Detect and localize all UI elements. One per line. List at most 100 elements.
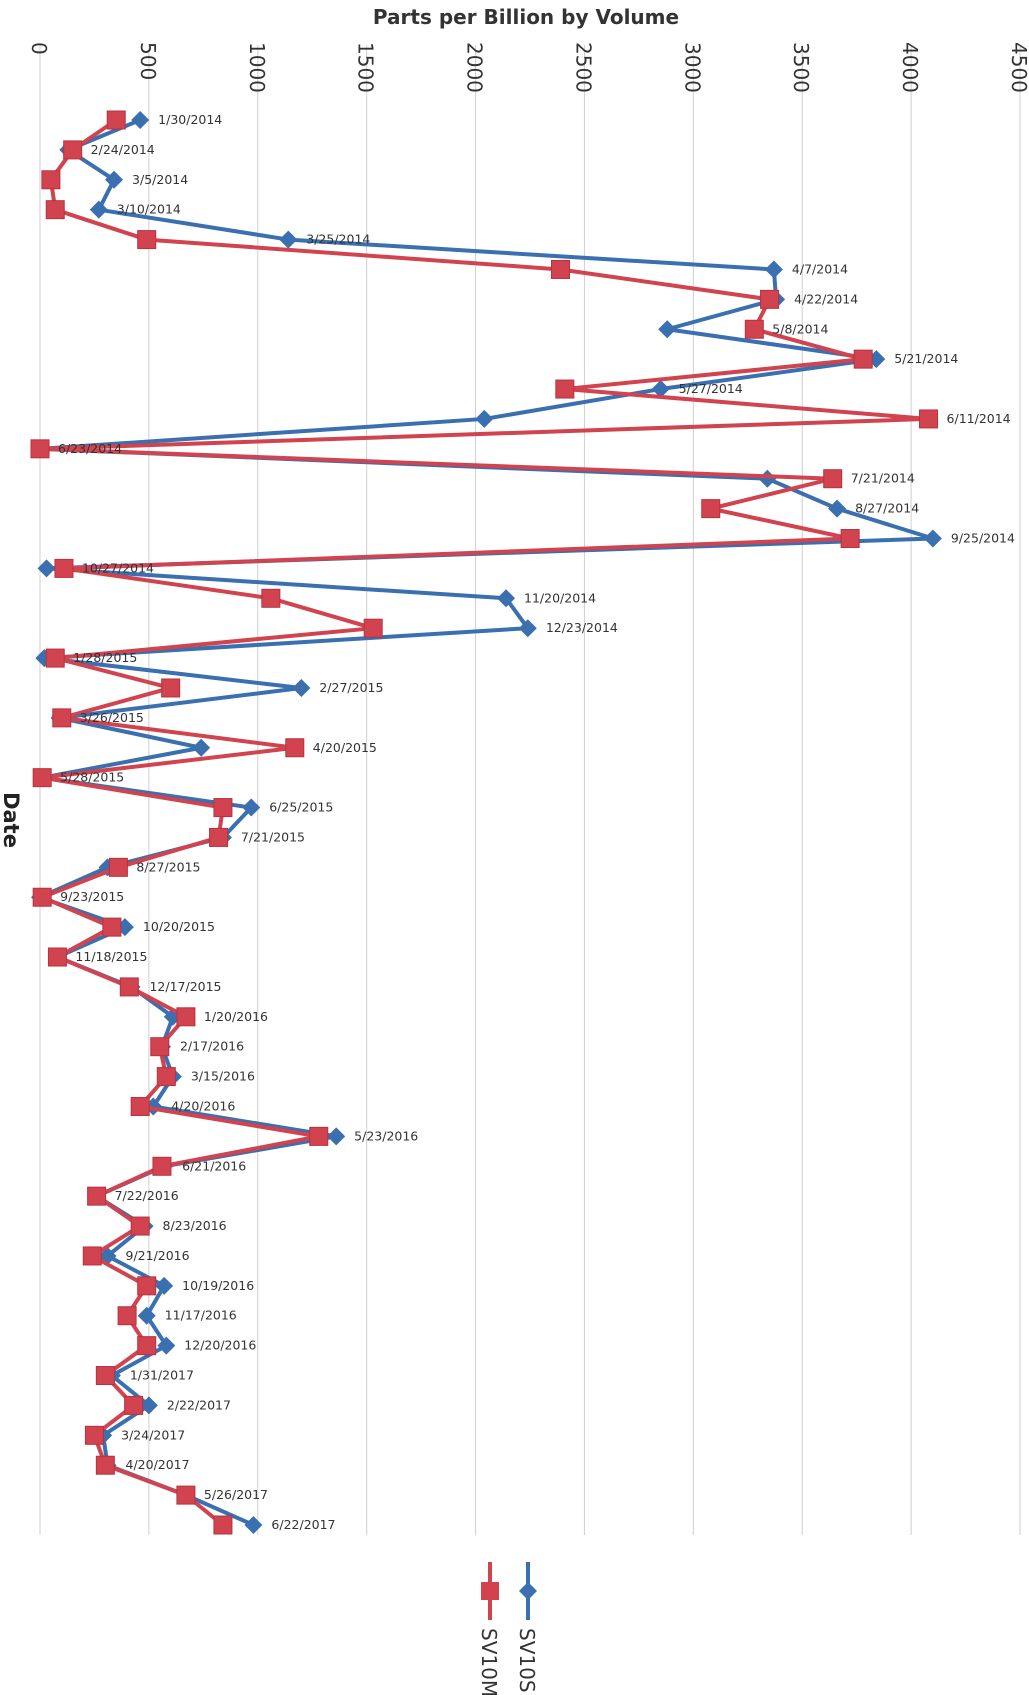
data-point — [137, 230, 157, 250]
date-label: 5/27/2014 — [679, 381, 743, 396]
data-point — [518, 619, 537, 638]
data-point — [89, 200, 108, 219]
date-label: 5/28/2015 — [60, 770, 124, 785]
data-point — [32, 768, 52, 788]
data-point — [244, 1516, 263, 1534]
date-label: 12/17/2015 — [149, 979, 221, 994]
data-point — [95, 1366, 115, 1386]
data-point — [130, 1096, 150, 1116]
data-point — [124, 1395, 144, 1415]
data-point — [32, 887, 52, 907]
date-label: 2/24/2014 — [91, 142, 155, 157]
date-label: 4/7/2014 — [792, 261, 848, 276]
x-tick-label: 2000 — [463, 42, 487, 93]
date-label: 11/17/2016 — [165, 1308, 237, 1323]
date-label: 9/25/2014 — [951, 531, 1015, 546]
data-point — [30, 439, 50, 459]
date-label: 2/27/2015 — [319, 680, 383, 695]
data-point — [52, 708, 72, 728]
legend: SV10S SV10M — [477, 1562, 539, 1695]
date-label: 8/23/2016 — [163, 1218, 227, 1233]
data-point — [119, 977, 139, 997]
date-label: 3/25/2014 — [306, 232, 370, 247]
data-point — [108, 857, 128, 877]
data-point — [45, 200, 65, 220]
data-point — [176, 1007, 196, 1027]
data-point — [701, 499, 721, 519]
date-label: 12/23/2014 — [546, 620, 618, 635]
data-point — [150, 1037, 170, 1057]
data-point — [41, 170, 61, 190]
date-label: 3/26/2015 — [80, 710, 144, 725]
date-label: 1/30/2014 — [158, 112, 222, 127]
date-label: 6/25/2015 — [269, 800, 333, 815]
date-label: 1/28/2015 — [73, 650, 137, 665]
data-point — [840, 529, 860, 549]
data-point — [157, 1336, 176, 1355]
date-label: 8/27/2014 — [855, 501, 919, 516]
date-label: 4/22/2014 — [794, 291, 858, 306]
date-label: 8/27/2015 — [136, 859, 200, 874]
data-point — [555, 379, 575, 399]
data-point — [137, 1336, 157, 1356]
x-tick-labels: 0 500 1000 1500 2000 2500 3000 3500 4000 4500 — [27, 42, 1029, 93]
data-point — [919, 409, 939, 429]
legend-item-sv10s: SV10S — [515, 1562, 539, 1693]
date-label: 2/22/2017 — [167, 1397, 231, 1412]
date-label: 3/24/2017 — [121, 1427, 185, 1442]
data-point — [87, 1186, 107, 1206]
data-point — [117, 1306, 137, 1326]
x-tick-label: 1000 — [245, 42, 269, 93]
x-tick-label: 2500 — [571, 42, 595, 93]
data-point — [213, 798, 233, 818]
date-label: 5/8/2014 — [772, 321, 828, 336]
data-point — [658, 320, 677, 339]
chart-title: Parts per Billion by Volume — [373, 5, 679, 29]
date-label: 3/10/2014 — [117, 202, 181, 217]
x-tick-label: 3500 — [789, 42, 813, 93]
gridlines — [39, 45, 1021, 1535]
date-axis-label: Date — [0, 792, 23, 848]
data-point — [261, 588, 281, 608]
date-label: 3/5/2014 — [132, 172, 188, 187]
data-point — [176, 1485, 196, 1505]
data-point — [209, 827, 229, 847]
data-point — [823, 469, 843, 489]
date-label: 11/20/2014 — [524, 590, 596, 605]
legend-label: SV10M — [477, 1628, 501, 1695]
data-point — [130, 1216, 150, 1236]
data-point — [106, 110, 126, 130]
date-label: 4/20/2017 — [126, 1457, 190, 1472]
data-point — [923, 529, 942, 548]
data-point — [161, 678, 181, 698]
data-point — [47, 947, 67, 967]
data-point — [853, 349, 873, 369]
date-label: 4/20/2015 — [313, 740, 377, 755]
data-point — [497, 589, 516, 608]
x-tick-label: 4500 — [1007, 42, 1029, 93]
x-tick-label: 0 — [27, 42, 51, 55]
date-label: 10/20/2015 — [143, 919, 215, 934]
date-label: 6/23/2014 — [58, 441, 122, 456]
data-point — [279, 230, 298, 249]
data-point — [760, 289, 780, 309]
date-label: 9/21/2016 — [126, 1248, 190, 1263]
data-point — [764, 260, 783, 279]
date-label: 6/21/2016 — [182, 1158, 246, 1173]
data-point — [292, 678, 311, 697]
data-point — [744, 319, 764, 339]
data-point — [363, 618, 383, 638]
data-point — [131, 111, 150, 129]
data-point — [213, 1515, 233, 1535]
data-point — [84, 1425, 104, 1445]
date-label: 5/23/2016 — [354, 1128, 418, 1143]
date-label: 9/23/2015 — [60, 889, 124, 904]
data-point — [475, 409, 494, 428]
date-label: 1/20/2016 — [204, 1009, 268, 1024]
date-label: 3/15/2016 — [191, 1069, 255, 1084]
data-point — [327, 1127, 346, 1146]
date-label: 7/22/2016 — [115, 1188, 179, 1203]
date-label: 2/17/2016 — [180, 1039, 244, 1054]
